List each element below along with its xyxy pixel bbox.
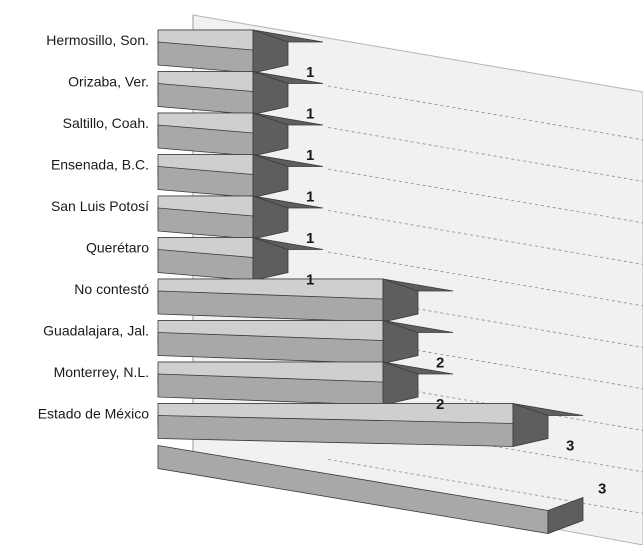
bar [157, 70, 324, 116]
gridline [327, 251, 643, 307]
category-label: Saltillo, Coah. [63, 115, 149, 131]
value-label: 1 [306, 147, 314, 164]
value-label: 3 [566, 438, 574, 455]
value-label: 2 [436, 396, 444, 413]
category-label: Orizaba, Ver. [68, 74, 149, 90]
value-label: 1 [306, 230, 314, 247]
category-labels: Hermosillo, Son. Orizaba, Ver. Saltillo, C… [38, 32, 150, 422]
gridline [327, 459, 643, 514]
category-label: Hermosillo, Son. [46, 32, 149, 48]
value-label: 3 [598, 481, 606, 498]
category-label: Querétaro [86, 240, 149, 256]
category-label: San Luis Potosí [51, 198, 149, 214]
bar-end-face [382, 278, 419, 323]
bar-end-face [547, 496, 584, 535]
category-label: Guadalajara, Jal. [43, 323, 149, 339]
bar [157, 278, 454, 323]
bar-end-face [252, 70, 289, 116]
gridline [327, 127, 643, 182]
bar-end-face [382, 361, 419, 406]
bar [157, 361, 454, 406]
value-label: 1 [306, 189, 314, 206]
gridline [327, 417, 643, 473]
gridlines [327, 85, 643, 514]
bar [157, 112, 324, 157]
gridline [327, 334, 643, 390]
gridline [327, 293, 643, 348]
category-label: Ensenada, B.C. [51, 157, 149, 173]
bar [157, 402, 584, 448]
gridline [327, 168, 643, 224]
value-label: 2 [436, 355, 444, 372]
category-label: Estado de México [38, 406, 149, 422]
bar [157, 319, 454, 365]
bar [157, 153, 324, 199]
bar [157, 236, 324, 282]
category-label: No contestó [74, 281, 149, 297]
gridline [327, 210, 643, 265]
bar [157, 195, 324, 240]
bar [157, 445, 584, 535]
bar-end-face [512, 402, 549, 448]
value-labels: 1 1 1 1 1 1 2 2 3 3 [306, 64, 606, 498]
bar-end-face [252, 153, 289, 199]
value-label: 1 [306, 106, 314, 123]
value-label: 1 [306, 272, 314, 289]
gridline [327, 376, 643, 431]
bar-end-face [252, 236, 289, 282]
category-label: Monterrey, N.L. [54, 364, 149, 380]
bar-end-face [382, 319, 419, 365]
bar-end-face [252, 112, 289, 157]
bars [157, 29, 584, 535]
bar-end-face [252, 195, 289, 240]
gridline [327, 85, 643, 141]
bar-end-face [252, 29, 289, 74]
value-label: 1 [306, 64, 314, 81]
